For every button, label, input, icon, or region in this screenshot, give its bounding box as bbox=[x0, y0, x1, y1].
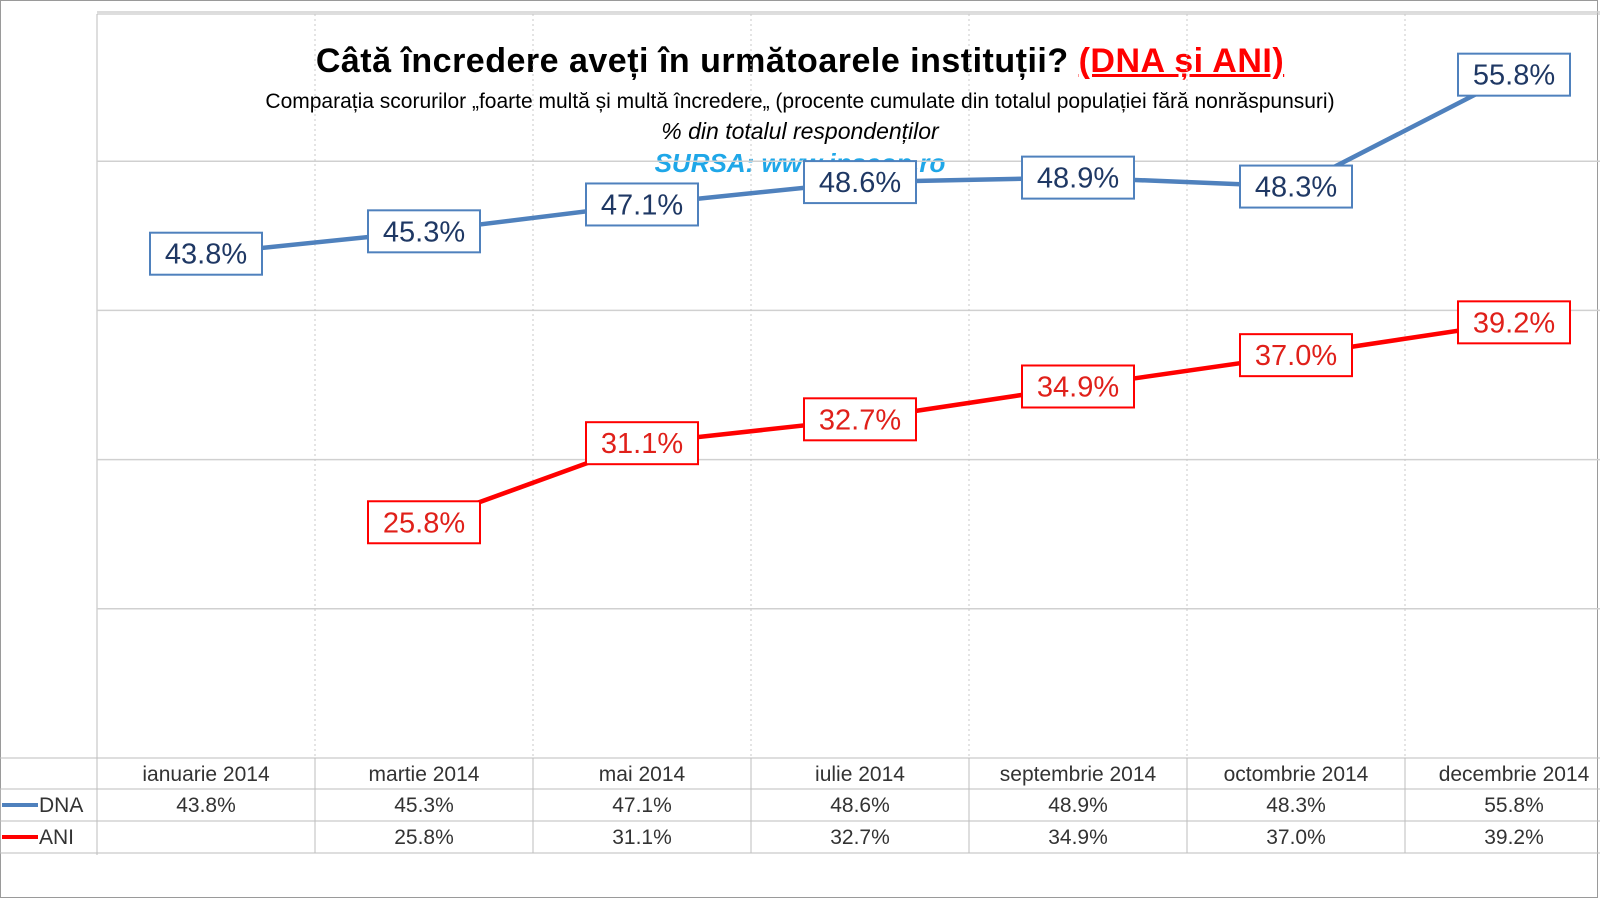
data-label-box-dna bbox=[367, 209, 481, 254]
data-label-box-ani bbox=[1021, 364, 1135, 409]
data-label-box-ani bbox=[1457, 300, 1571, 345]
data-label-box-ani bbox=[1239, 333, 1353, 378]
data-label-ani: 37.0% bbox=[1255, 340, 1337, 372]
table-cell-dna: 48.6% bbox=[830, 794, 890, 817]
chart-title-highlight: (DNA și ANI) bbox=[1078, 42, 1285, 80]
table-cell-dna: 43.8% bbox=[176, 794, 236, 817]
legend-label-ani: ANI bbox=[39, 826, 74, 849]
x-tick-label: mai 2014 bbox=[599, 763, 686, 786]
x-tick-label: octombrie 2014 bbox=[1224, 763, 1369, 786]
data-label-dna: 43.8% bbox=[165, 239, 247, 271]
table-cell-dna: 47.1% bbox=[612, 794, 672, 817]
x-tick-label: martie 2014 bbox=[369, 763, 480, 786]
table-cell-dna: 55.8% bbox=[1484, 794, 1544, 817]
data-label-box-dna bbox=[1457, 52, 1571, 97]
data-label-box-ani bbox=[803, 397, 917, 442]
table-cell-dna: 45.3% bbox=[394, 794, 454, 817]
data-label-ani: 31.1% bbox=[601, 428, 683, 460]
x-tick-label: decembrie 2014 bbox=[1439, 763, 1590, 786]
chart-subtitle-units: % din totalul respondenților bbox=[661, 118, 939, 144]
table-cell-ani: 32.7% bbox=[830, 826, 890, 849]
data-label-box-dna bbox=[803, 160, 917, 205]
chart-title-main: Câtă încredere aveți în următoarele inst… bbox=[315, 42, 1069, 80]
data-label-dna: 45.3% bbox=[383, 216, 465, 248]
table-cell-dna: 48.3% bbox=[1266, 794, 1326, 817]
x-tick-label: ianuarie 2014 bbox=[142, 763, 270, 786]
data-label-dna: 48.3% bbox=[1255, 172, 1337, 204]
table-cell-ani: 34.9% bbox=[1048, 826, 1108, 849]
data-label-dna: 48.6% bbox=[819, 167, 901, 199]
table-cell-dna: 48.9% bbox=[1048, 794, 1108, 817]
data-label-ani: 34.9% bbox=[1037, 371, 1119, 403]
data-label-box-ani bbox=[585, 421, 699, 466]
data-label-dna: 47.1% bbox=[601, 189, 683, 221]
data-label-box-dna bbox=[1021, 155, 1135, 200]
data-label-ani: 32.7% bbox=[819, 404, 901, 436]
data-label-ani: 25.8% bbox=[383, 507, 465, 539]
table-cell-ani: 39.2% bbox=[1484, 826, 1544, 849]
table-cell-ani: 31.1% bbox=[612, 826, 672, 849]
chart-title: Câtă încredere aveți în următoarele inst… bbox=[0, 42, 1600, 81]
table-cell-ani: 25.8% bbox=[394, 826, 454, 849]
data-label-ani: 39.2% bbox=[1473, 307, 1555, 339]
data-label-box-dna bbox=[149, 231, 263, 276]
x-tick-label: iulie 2014 bbox=[815, 763, 905, 786]
data-label-box-ani bbox=[367, 500, 481, 545]
data-label-box-dna bbox=[585, 182, 699, 227]
x-tick-label: septembrie 2014 bbox=[1000, 763, 1157, 786]
data-label-dna: 55.8% bbox=[1473, 60, 1555, 92]
data-label-dna: 48.9% bbox=[1037, 163, 1119, 195]
data-label-box-dna bbox=[1239, 164, 1353, 209]
table-cell-ani: 37.0% bbox=[1266, 826, 1326, 849]
legend-label-dna: DNA bbox=[39, 794, 83, 817]
